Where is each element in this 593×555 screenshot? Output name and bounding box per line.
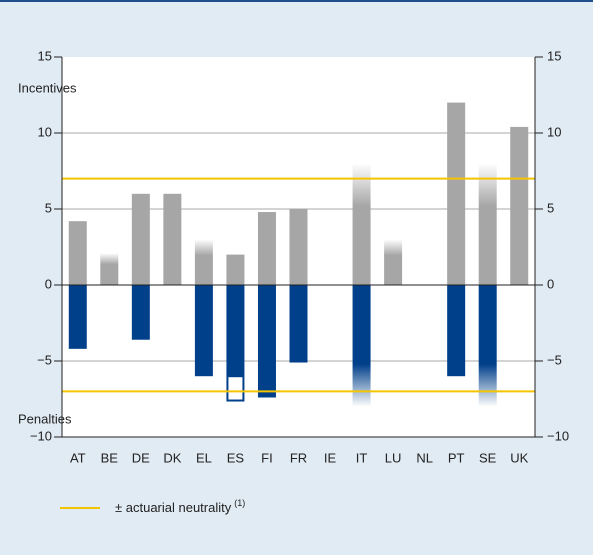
bar (289, 209, 308, 285)
bar (289, 285, 308, 363)
bar-outline (226, 375, 245, 402)
x-tick-label: FI (261, 450, 273, 465)
y2-tick-label: 5 (547, 200, 554, 215)
bar (194, 285, 213, 377)
x-tick-label: DK (163, 450, 181, 465)
x-tick-label: UK (510, 450, 528, 465)
y-tick-label: 15 (38, 48, 52, 63)
bar (194, 239, 213, 285)
x-tick-label: IE (324, 450, 337, 465)
x-tick-label: SE (479, 450, 497, 465)
bar (352, 285, 371, 407)
bar (257, 212, 276, 285)
x-tick-label: IT (356, 450, 368, 465)
x-tick-label: PT (448, 450, 465, 465)
y-tick-label: −10 (30, 428, 52, 443)
y-tick-label: 10 (38, 124, 52, 139)
x-tick-label: DE (132, 450, 150, 465)
x-tick-label: NL (416, 450, 433, 465)
legend-text: ± actuarial neutrality (115, 500, 232, 515)
bar (352, 163, 371, 285)
annotation: Penalties (18, 411, 72, 426)
x-tick-label: AT (70, 450, 86, 465)
bar (510, 126, 529, 285)
legend-note: (1) (234, 498, 245, 508)
y-tick-label: 5 (45, 200, 52, 215)
bar (100, 253, 119, 285)
bar (163, 193, 182, 285)
bar (68, 221, 87, 285)
bar (68, 285, 87, 349)
bar (478, 285, 497, 407)
bar (226, 254, 245, 285)
x-tick-label: LU (385, 450, 402, 465)
bar (226, 285, 245, 377)
bar (131, 285, 150, 340)
x-tick-label: EL (196, 450, 212, 465)
y-tick-label: −5 (37, 352, 52, 367)
bar (478, 163, 497, 285)
y2-tick-label: 10 (547, 124, 561, 139)
x-tick-label: BE (101, 450, 119, 465)
legend-label: ± actuarial neutrality (1) (115, 498, 245, 515)
top-border (0, 0, 593, 2)
x-tick-label: FR (290, 450, 307, 465)
y2-tick-label: −10 (547, 428, 569, 443)
bar (257, 285, 276, 398)
y2-tick-label: 15 (547, 48, 561, 63)
x-tick-label: ES (227, 450, 245, 465)
y2-tick-label: 0 (547, 276, 554, 291)
annotation: Incentives (18, 80, 77, 95)
bar (384, 239, 403, 285)
y2-tick-label: −5 (547, 352, 562, 367)
bar (447, 285, 466, 377)
bar (131, 193, 150, 285)
y-tick-label: 0 (45, 276, 52, 291)
bar (447, 102, 466, 285)
